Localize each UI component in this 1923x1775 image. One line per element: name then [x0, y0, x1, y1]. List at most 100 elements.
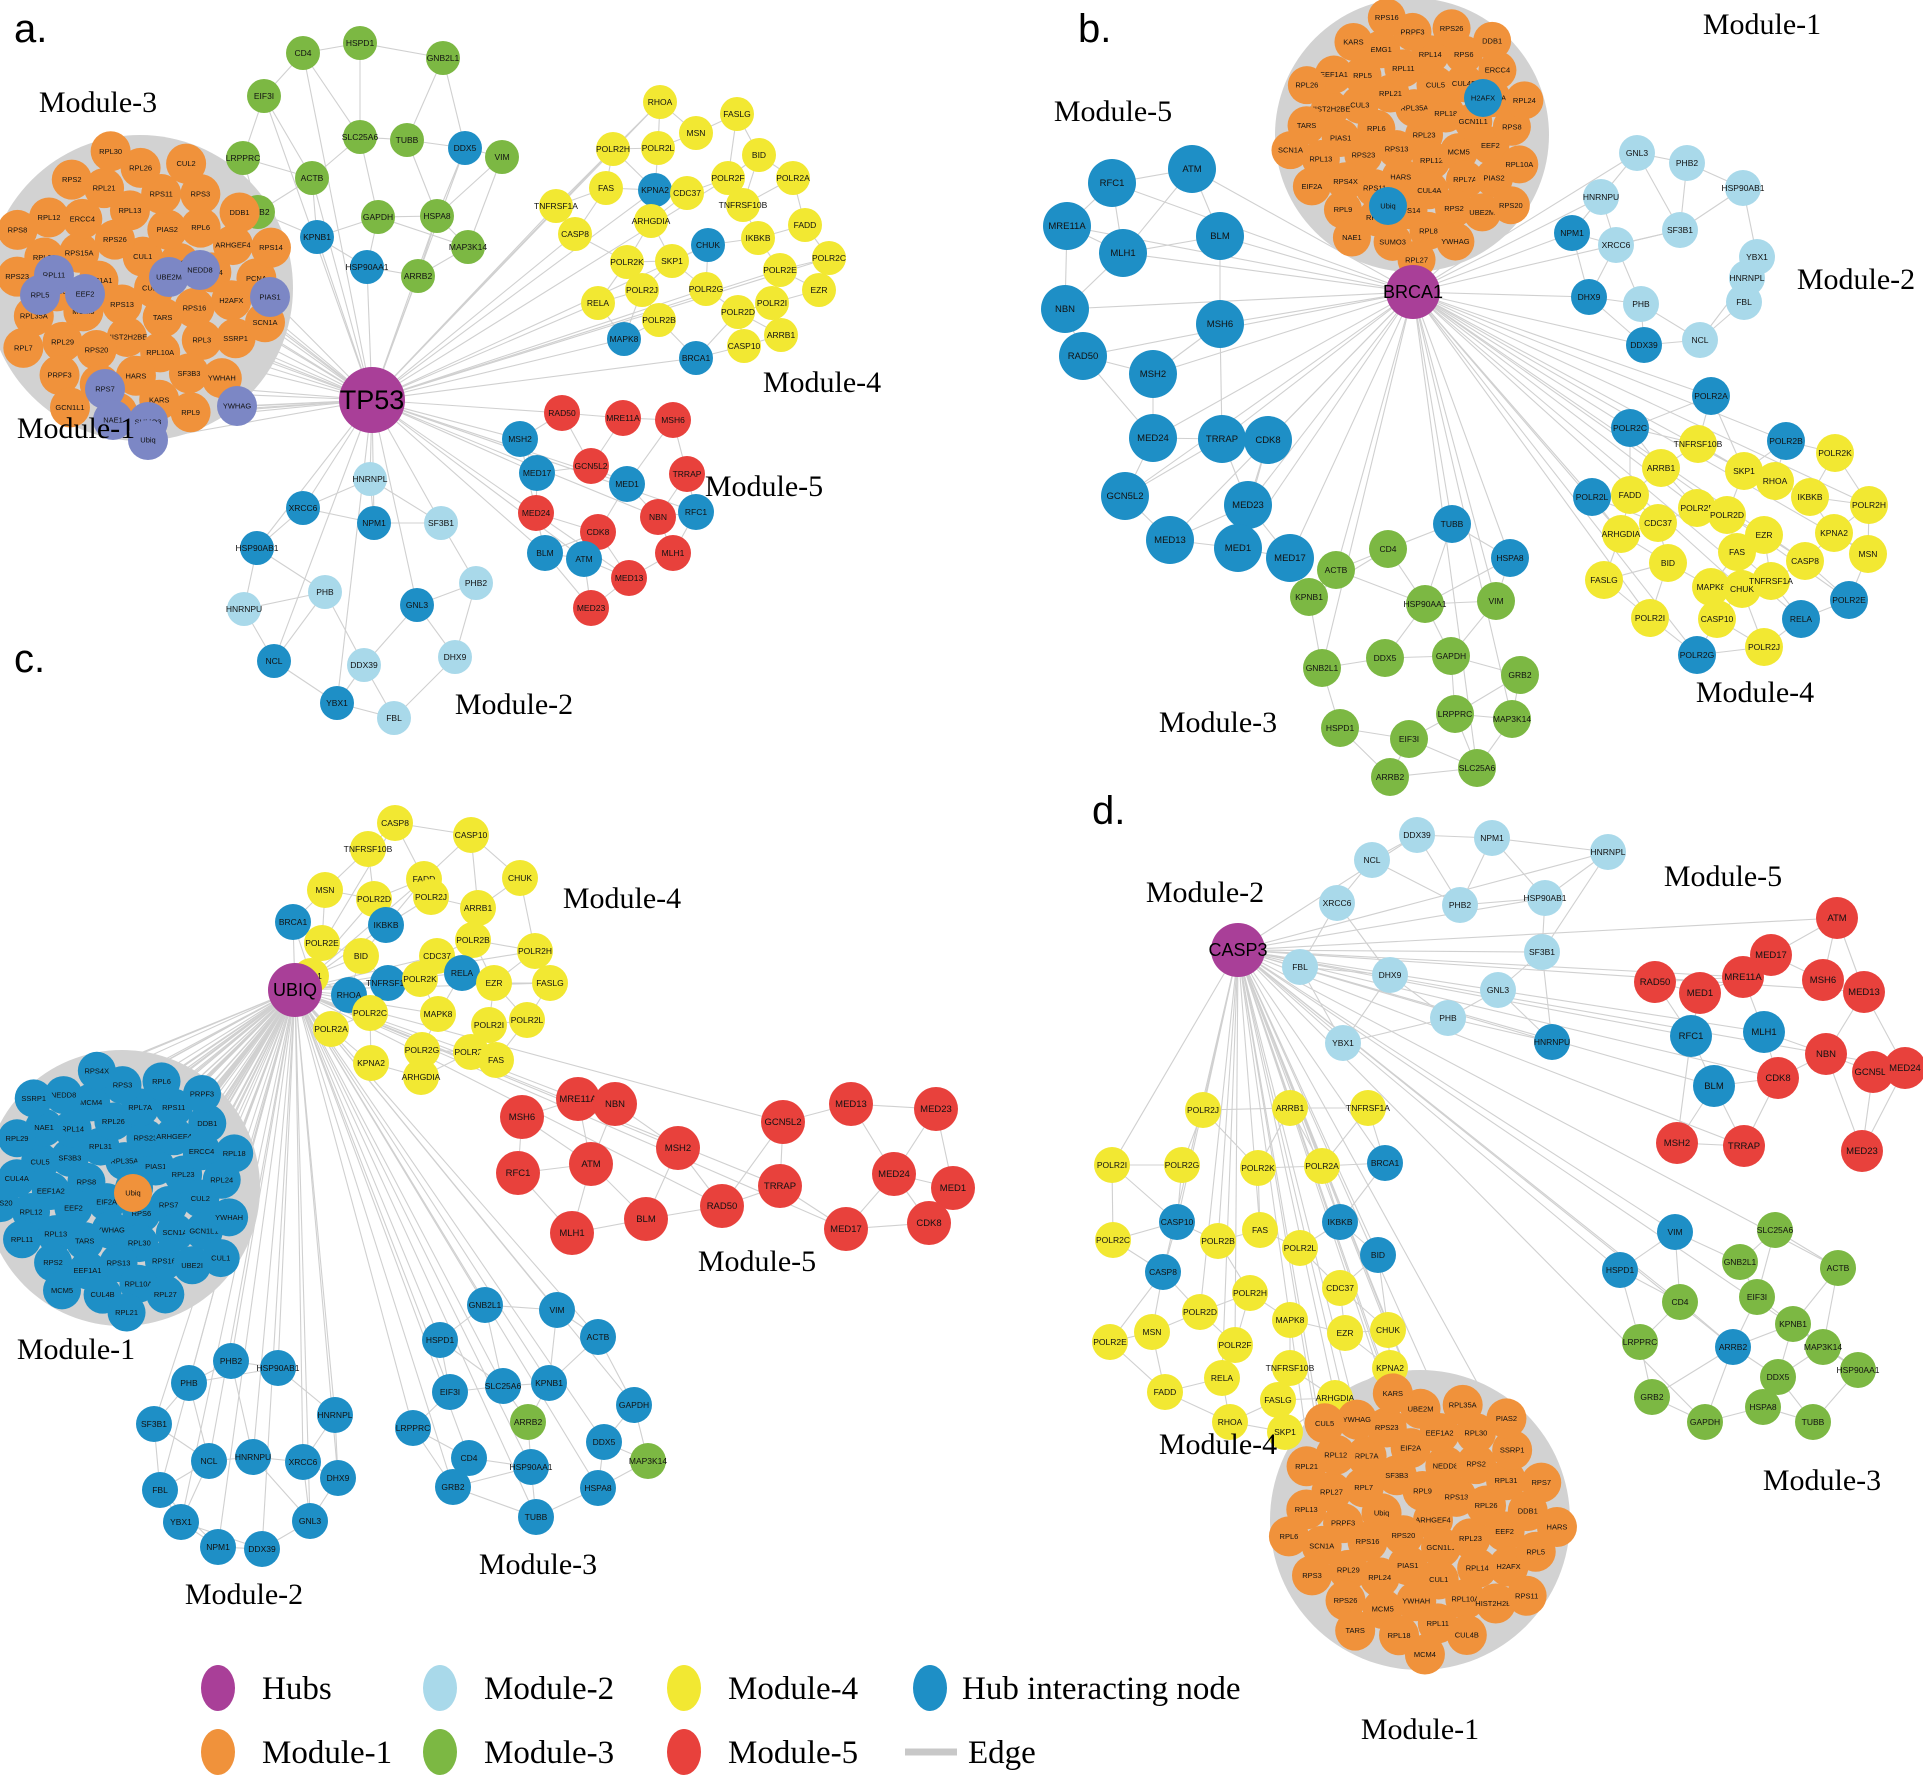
- node-HSPA8: [1745, 1389, 1781, 1425]
- legend-swatch-Module-3: [423, 1729, 457, 1775]
- node-DDX5: [1366, 639, 1404, 677]
- hub-edge: [1412, 291, 1712, 397]
- hub-TP53: [339, 367, 405, 433]
- node-RPL21: [1286, 1446, 1327, 1487]
- node-VIM: [539, 1292, 575, 1328]
- node-GNB2L1: [1303, 649, 1341, 687]
- node-CHUK: [502, 860, 538, 896]
- node-POLR2C: [1611, 409, 1649, 447]
- hub-edge: [1217, 949, 1239, 1242]
- node-MED13: [1843, 971, 1885, 1013]
- node-POLR2A: [776, 161, 810, 195]
- hub-edge: [1237, 917, 1838, 951]
- node-MAPK8: [607, 322, 641, 356]
- hub-edge: [1191, 168, 1414, 293]
- node-MED1: [931, 1166, 975, 1210]
- node-GNL3: [292, 1503, 328, 1539]
- node-EZR: [802, 273, 836, 307]
- node-YWHAG: [1336, 1399, 1377, 1440]
- node-HSP90AA1: [513, 1449, 549, 1485]
- node-MED23: [914, 1087, 958, 1131]
- node-RPL7A: [1446, 160, 1485, 199]
- node-FADD: [788, 208, 822, 242]
- hub-edge: [1237, 949, 1827, 1055]
- module-title-b-Module-5: Module-5: [1054, 95, 1172, 128]
- hub-edge: [1111, 182, 1414, 293]
- node-SKP1: [655, 244, 689, 278]
- node-YBX1: [163, 1504, 199, 1540]
- node-POLR2H: [1232, 1275, 1268, 1311]
- node-MSN: [1134, 1314, 1170, 1350]
- node-POLR2H: [517, 933, 553, 969]
- node-HSP90AA1: [1406, 585, 1444, 623]
- node-ACTB: [580, 1319, 616, 1355]
- node-MSH6: [655, 402, 691, 438]
- node-FASLG: [532, 965, 568, 1001]
- node-TNFRSF1A: [539, 189, 573, 223]
- node-ACTB: [295, 161, 329, 195]
- hub-edge: [294, 989, 441, 1341]
- node-RAD50: [1059, 332, 1107, 380]
- hub-edge: [1064, 291, 1414, 310]
- node-RPL6: [142, 1062, 181, 1101]
- node-MED23: [573, 590, 609, 626]
- hub-edge: [371, 302, 599, 401]
- node-ATM: [1816, 897, 1858, 939]
- legend-swatch-Module-5: [667, 1729, 701, 1775]
- node-RPS16: [1367, 0, 1406, 37]
- node-HNRNPL: [353, 462, 387, 496]
- module-title-b-Module-3: Module-3: [1159, 706, 1277, 739]
- node-CD4: [451, 1440, 487, 1476]
- node-RFC1: [496, 1151, 540, 1195]
- node-RAD50: [1634, 961, 1676, 1003]
- hub-BRCA1: [1386, 265, 1440, 319]
- node-NBN: [640, 499, 676, 535]
- node-YWHAG: [1436, 222, 1475, 261]
- hub-edge: [1219, 291, 1414, 325]
- node-FASLG: [1585, 561, 1623, 599]
- node-HNRNPU: [1534, 1024, 1570, 1060]
- node-TARS: [65, 1222, 104, 1261]
- node-RFC1: [1670, 1015, 1712, 1057]
- node-RPL21: [84, 168, 125, 209]
- node-PHB2: [1442, 887, 1478, 923]
- node-TUBB: [518, 1499, 554, 1535]
- node-POLR2E: [304, 925, 340, 961]
- hub-edge: [1082, 291, 1414, 357]
- node-RAD50: [700, 1184, 744, 1228]
- node-RPS3: [1291, 1555, 1332, 1596]
- node-HARS: [1536, 1507, 1577, 1548]
- hub-edge: [1412, 291, 1497, 602]
- node-MED24: [1129, 414, 1177, 462]
- node-TNFRSF10B: [1679, 425, 1717, 463]
- node-MSH2: [1129, 350, 1177, 398]
- node-CDK8: [1244, 416, 1292, 464]
- hub-edge: [294, 989, 414, 1429]
- node-POLR2L: [641, 131, 675, 165]
- node-PRPF3: [39, 354, 80, 395]
- node-CHUK: [1370, 1312, 1406, 1348]
- node-SCN1A: [155, 1213, 194, 1252]
- node-MAPK8: [420, 996, 456, 1032]
- node-SSRP1: [215, 318, 256, 359]
- node-SLC25A6: [1757, 1212, 1793, 1248]
- node-CHUK: [1723, 570, 1761, 608]
- node-SLC25A6: [485, 1368, 521, 1404]
- node-HSP90AA1: [1840, 1352, 1876, 1388]
- hub-edge: [1412, 291, 1513, 720]
- node-TRRAP: [1198, 415, 1246, 463]
- node-RPS23: [1366, 1407, 1407, 1448]
- node-CUL3: [1340, 85, 1379, 124]
- node-CDC37: [670, 176, 704, 210]
- node-FBL: [1282, 949, 1318, 985]
- hub-edge: [371, 257, 830, 401]
- node-RPL11: [3, 1220, 42, 1259]
- node-IKBKB: [1791, 478, 1829, 516]
- node-ATM: [566, 541, 602, 577]
- node-GRB2: [1501, 656, 1539, 694]
- node-RPS16: [144, 1242, 183, 1281]
- node-PHB: [1430, 1000, 1466, 1036]
- panel-letter-b: b.: [1078, 7, 1111, 51]
- hub-edge: [371, 233, 576, 401]
- node-RPL24: [1359, 1557, 1400, 1598]
